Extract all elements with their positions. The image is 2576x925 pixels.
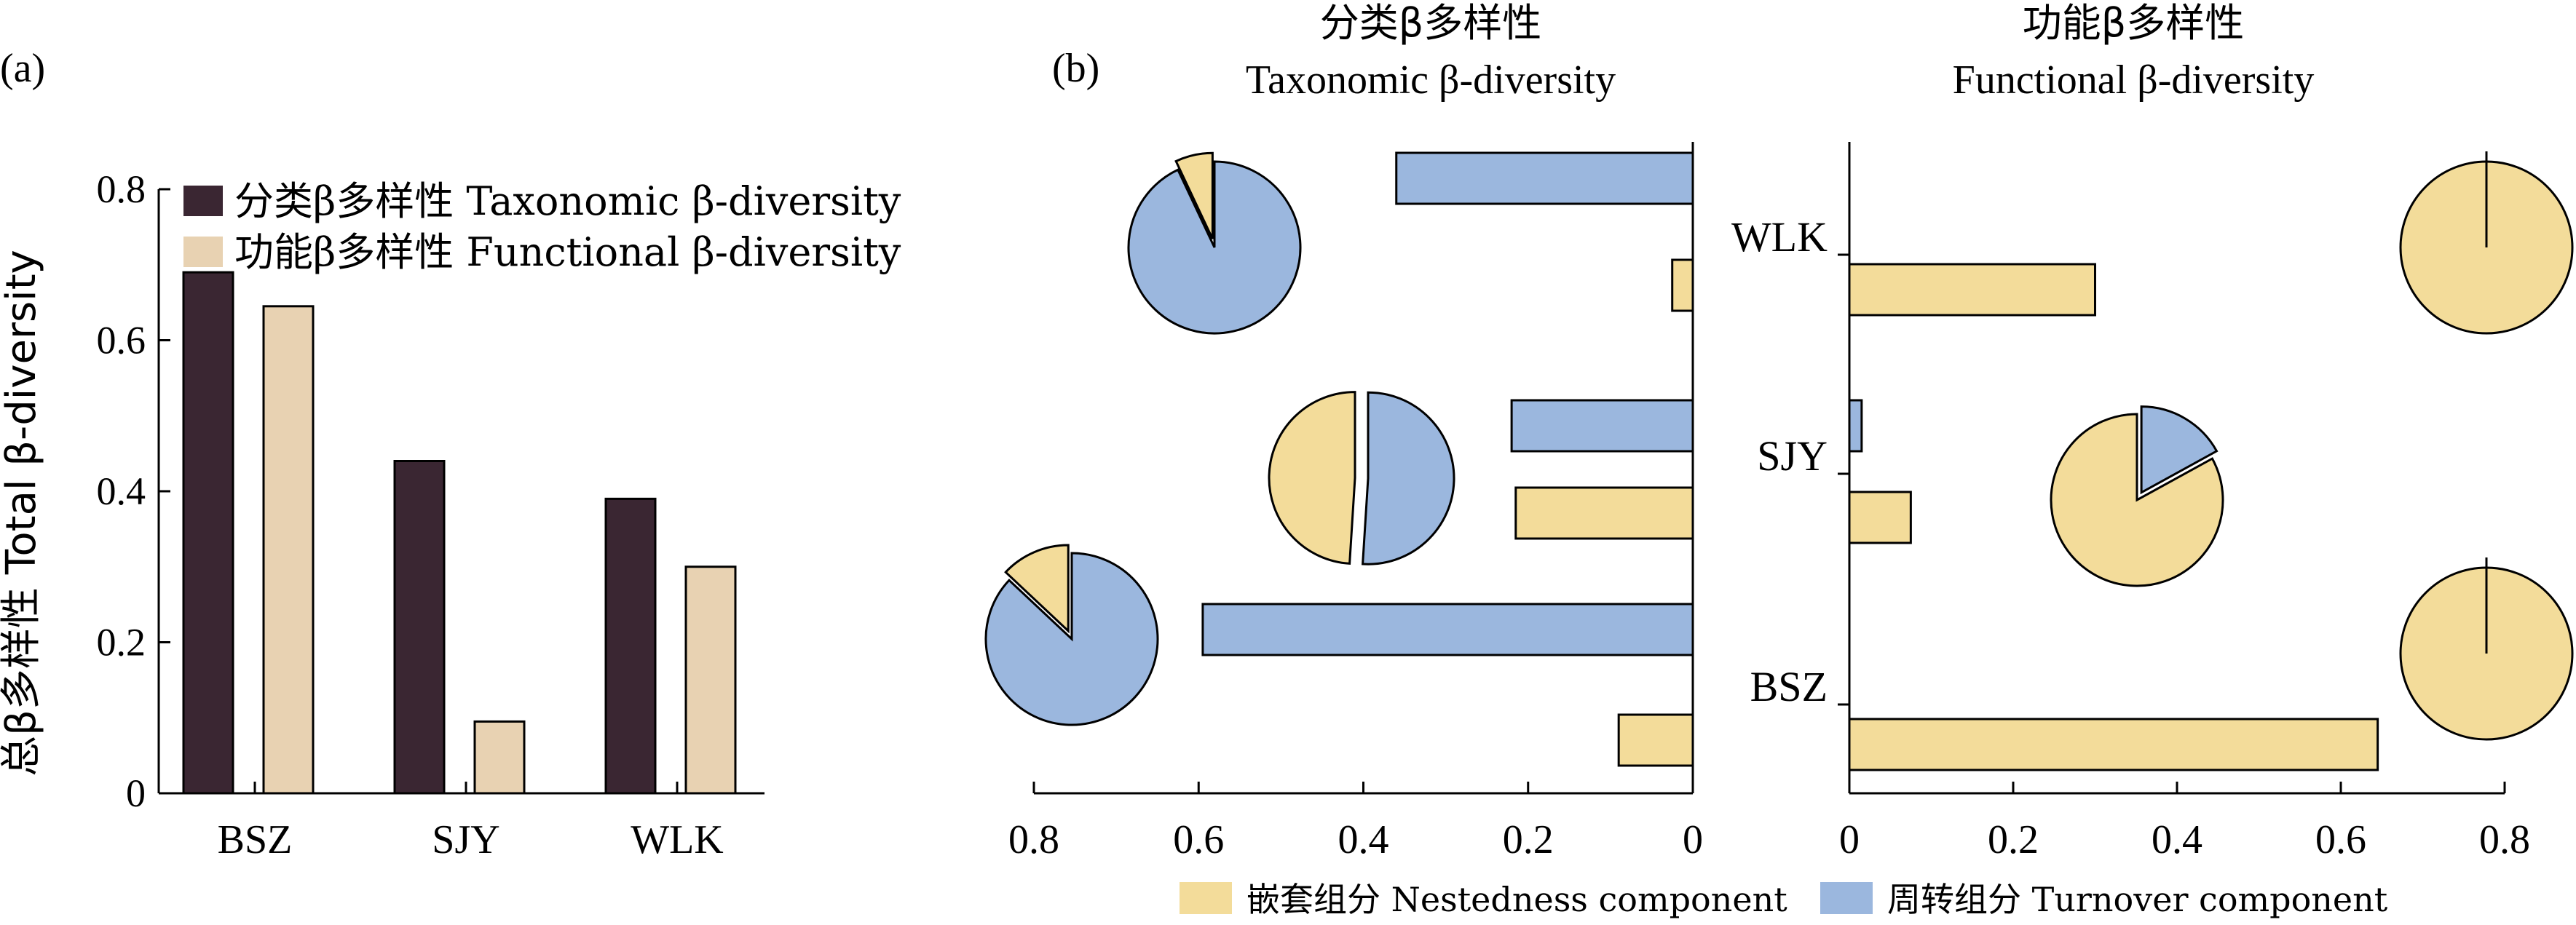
- panel-b-right-bar-BSZ-nestedness: [1848, 718, 2379, 771]
- panel-b-left-x-tick-label: 0.2: [1503, 817, 1554, 862]
- pie-taxonomic-BSZ-turnover: [984, 552, 1159, 726]
- panel-b-left-x-tick-label: 0.4: [1338, 817, 1389, 862]
- panel-b-taxonomic-chart: 0.8 0.6 0.4 0.2 0: [984, 142, 1703, 862]
- panel-b-left-bar-SJY-nestedness: [1514, 486, 1694, 540]
- panel-b-functional-chart: 0 0.2 0.4 0.6 0.8 WLK SJY BSZ: [1731, 142, 2574, 862]
- panel-a-y-tick-label: 0.6: [97, 319, 146, 362]
- panel-b-right-x-tick-label: 0: [1839, 817, 1860, 862]
- panel-a-legend-swatch: [183, 237, 223, 267]
- panel-b-left-bar-WLK-turnover: [1395, 151, 1694, 205]
- panel-b-left-bar-BSZ-nestedness: [1617, 713, 1694, 767]
- panel-a-bar-WLK-functional: [684, 565, 737, 795]
- panel-b-site-label-SJY: SJY: [1757, 432, 1828, 480]
- panel-a-bar-WLK-taxonomic: [604, 497, 657, 795]
- panel-b-right-x-tick-label: 0.2: [1988, 817, 2039, 862]
- panel-a-bar-BSZ-functional: [262, 305, 315, 795]
- panel-b-left-bar-SJY-turnover: [1510, 399, 1694, 453]
- panel-a-bar-SJY-taxonomic: [393, 460, 446, 795]
- panel-b-left-x-tick-label: 0.8: [1008, 817, 1059, 862]
- panel-a-ylabel: 总β多样性 Total β-diversity: [0, 250, 45, 777]
- panel-a-legend-label: 分类β多样性 Taxonomic β-diversity: [234, 178, 901, 224]
- panel-a-legend-label: 功能β多样性 Functional β-diversity: [234, 229, 901, 275]
- pie-taxonomic-SJY-nestedness: [1268, 391, 1356, 565]
- pie-functional-SJY-turnover: [2140, 405, 2219, 495]
- panel-a-bar-SJY-functional: [473, 720, 526, 795]
- panel-b-right-bar-SJY-nestedness: [1848, 491, 1912, 544]
- pie-taxonomic-BSZ-nestedness: [1004, 544, 1070, 634]
- panel-a-y-tick-label: 0.8: [97, 167, 146, 211]
- panel-a-x-tick-label: SJY: [432, 817, 499, 862]
- panel-b-left-bar-WLK-nestedness: [1671, 258, 1694, 312]
- panel-a-y-tick-label: 0: [126, 771, 146, 815]
- panel-b-left-x-tick-label: 0: [1683, 817, 1703, 862]
- panel-label-b: (b): [1052, 46, 1099, 91]
- panel-b-legend: 嵌套组分 Nestedness component 周转组分 Turnover c…: [1180, 880, 2388, 919]
- pie-taxonomic-WLK-nestedness: [1174, 151, 1214, 239]
- panel-b-site-label-WLK: WLK: [1731, 213, 1828, 261]
- panel-label-a: (a): [0, 46, 45, 91]
- pie-taxonomic-WLK-turnover: [1127, 160, 1302, 335]
- panel-b-left-title-zh: 分类β多样性: [1320, 0, 1541, 46]
- panel-b-left-x-tick-label: 0.6: [1173, 817, 1224, 862]
- panel-b-right-x-tick-label: 0.6: [2315, 817, 2366, 862]
- panel-b-left-bar-BSZ-turnover: [1201, 603, 1694, 656]
- panel-a-axes: 0 0.2 0.4 0.6 0.8 BSZ SJY WLK: [97, 167, 764, 862]
- panel-b-left-title-en: Taxonomic β-diversity: [1246, 57, 1616, 103]
- panel-a-y-tick-label: 0.2: [97, 621, 146, 664]
- panel-a-legend: 分类β多样性 Taxonomic β-diversity 功能β多样性 Funct…: [183, 178, 901, 275]
- panel-b-right-title-zh: 功能β多样性: [2023, 0, 2244, 46]
- panel-a-y-tick-label: 0.4: [97, 469, 146, 513]
- panel-b-legend-swatch-turnover: [1820, 882, 1873, 914]
- panel-b-right-x-tick-label: 0.4: [2152, 817, 2202, 862]
- panel-a-x-tick-label: BSZ: [218, 817, 293, 862]
- panel-a-legend-swatch: [183, 186, 223, 216]
- panel-b-legend-label-turnover: 周转组分 Turnover component: [1887, 880, 2388, 919]
- pie-taxonomic-SJY-turnover: [1361, 391, 1455, 565]
- panel-a-bar-BSZ-taxonomic: [182, 271, 234, 795]
- pie-functional-SJY-nestedness: [2050, 413, 2224, 587]
- panel-b-right-bar-WLK-nestedness: [1848, 263, 2096, 317]
- panel-a-x-tick-label: WLK: [631, 817, 724, 862]
- panel-a-bars: [182, 271, 737, 795]
- panel-b-right-x-tick-label: 0.8: [2479, 817, 2530, 862]
- panel-b-legend-swatch-nestedness: [1180, 882, 1232, 914]
- panel-b-site-label-BSZ: BSZ: [1750, 663, 1828, 710]
- panel-b-right-title-en: Functional β-diversity: [1953, 57, 2315, 103]
- panel-b-right-bar-SJY-turnover: [1848, 399, 1863, 453]
- panel-b-legend-label-nestedness: 嵌套组分 Nestedness component: [1246, 880, 1787, 919]
- panel-a-chart: 总β多样性 Total β-diversity 0 0.2 0.4 0.6 0.8 BSZ…: [0, 167, 901, 862]
